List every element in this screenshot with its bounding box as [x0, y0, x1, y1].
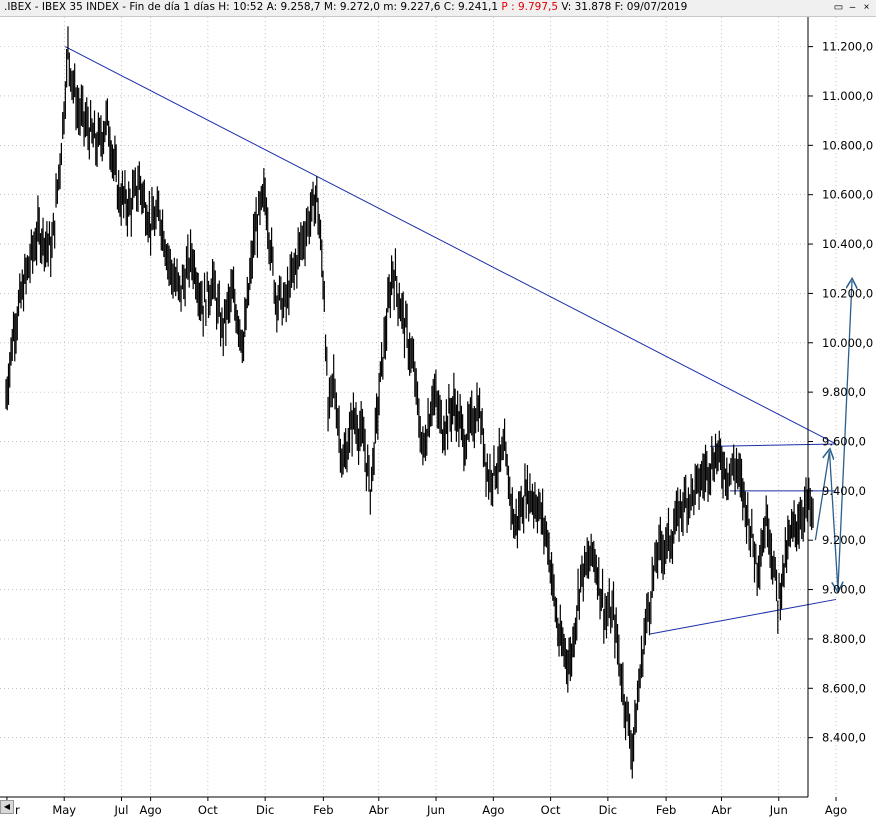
scroll-left-button[interactable]: ◀: [0, 800, 14, 814]
trendlines: [64, 46, 837, 635]
y-tick-label: 10.800,0: [822, 138, 873, 152]
y-tick-label: 11.000,0: [822, 89, 873, 103]
x-axis: arMayJulAgoOctDicFebAbrJunAgoOctDicFebAb…: [0, 796, 847, 817]
x-tick-label: Feb: [313, 803, 333, 817]
quote-header-previous-close: P : 9.797,5: [501, 1, 559, 13]
x-tick-label: Dic: [599, 803, 617, 817]
trendline: [64, 46, 837, 445]
y-tick-label: 9.000,0: [822, 583, 866, 597]
y-tick-label: 9.400,0: [822, 484, 866, 498]
trendline: [710, 443, 837, 447]
y-tick-label: 9.800,0: [822, 385, 866, 399]
x-tick-label: Feb: [656, 803, 676, 817]
projection-path: [814, 281, 852, 590]
y-tick-label: 8.400,0: [822, 731, 866, 745]
x-tick-label: May: [52, 803, 76, 817]
y-tick-label: 8.800,0: [822, 632, 866, 646]
projection-arrow: [814, 451, 829, 541]
projection-arrow: [837, 281, 852, 590]
x-tick-label: Ago: [825, 803, 847, 817]
x-tick-label: Jul: [114, 803, 129, 817]
x-tick-label: Ago: [482, 803, 504, 817]
y-tick-label: 10.600,0: [822, 188, 873, 202]
y-axis: 11.200,0 11.000,0 10.800,0 10.600,0 10.400,0…: [807, 17, 873, 797]
x-tick-label: Jun: [426, 803, 445, 817]
y-tick-label: 11.200,0: [822, 40, 873, 54]
close-window-button[interactable]: ×: [863, 2, 870, 13]
x-tick-label: Abr: [369, 803, 389, 817]
y-tick-label: 9.200,0: [822, 533, 866, 547]
window-title-bar: .IBEX - IBEX 35 INDEX - Fin de día 1 día…: [0, 0, 876, 17]
projection-arrow: [828, 451, 837, 589]
x-tick-label: Ago: [139, 803, 161, 817]
x-tick-label: Oct: [541, 803, 561, 817]
quote-header-tail: V: 31.878 F: 09/07/2019: [558, 1, 688, 13]
quote-header: .IBEX - IBEX 35 INDEX - Fin de día 1 día…: [4, 1, 687, 13]
y-tick-label: 9.600,0: [822, 434, 866, 448]
y-tick-label: 10.000,0: [822, 336, 873, 350]
restore-window-button[interactable]: ▭: [833, 2, 844, 13]
price-series: [5, 26, 814, 779]
x-tick-label: Oct: [198, 803, 218, 817]
y-tick-label: 10.200,0: [822, 286, 873, 300]
x-tick-label: Abr: [712, 803, 732, 817]
y-tick-label: 8.600,0: [822, 681, 866, 695]
price-chart[interactable]: 11.200,0 11.000,0 10.800,0 10.600,0 10.400,0…: [0, 17, 876, 817]
minimize-window-button[interactable]: –: [849, 2, 856, 13]
trendline: [650, 598, 837, 635]
quote-header-main: .IBEX - IBEX 35 INDEX - Fin de día 1 día…: [4, 1, 502, 13]
x-tick-label: Dic: [256, 803, 274, 817]
y-tick-label: 10.400,0: [822, 237, 873, 251]
x-tick-label: Jun: [769, 803, 788, 817]
